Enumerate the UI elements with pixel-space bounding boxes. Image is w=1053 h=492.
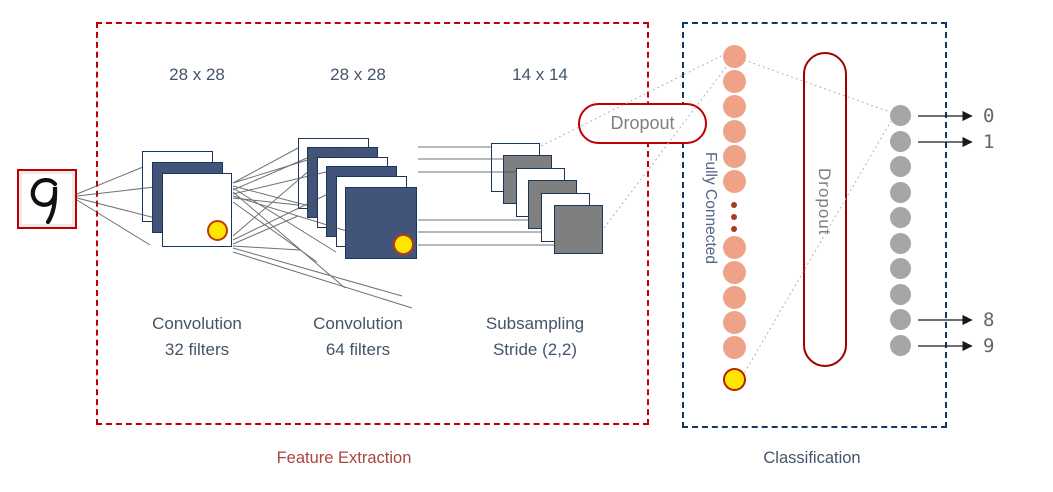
output-neuron-6 xyxy=(890,258,911,279)
pool-name-line2: Stride (2,2) xyxy=(492,339,578,359)
output-neuron-2 xyxy=(890,156,911,177)
fc-neuron xyxy=(723,70,746,93)
output-neuron-0 xyxy=(890,105,911,126)
dropout-pill-label: Dropout xyxy=(610,113,675,133)
output-label-8: 8 xyxy=(983,309,995,331)
conv2-name-line2: 64 filters xyxy=(325,339,391,359)
handwritten-9-glyph xyxy=(30,178,58,225)
fc-neuron xyxy=(723,120,746,143)
conv2-name-label: Convolution 64 filters xyxy=(278,311,438,362)
dropout-pill: Dropout xyxy=(578,103,707,144)
fc-neuron xyxy=(723,95,746,118)
dropout-capsule-label: Dropout xyxy=(815,168,834,236)
output-label-0: 0 xyxy=(983,105,995,127)
output-label-1: 1 xyxy=(983,131,995,153)
fc-ellipsis-dot xyxy=(731,202,737,208)
conv1-name-line1: Convolution xyxy=(152,314,242,333)
pool-name-line1: Subsampling xyxy=(485,314,585,333)
feature-extraction-caption: Feature Extraction xyxy=(276,449,412,467)
fc-neuron xyxy=(723,170,746,193)
conv2-name-line1: Convolution xyxy=(313,314,403,333)
conv1-bias-dot xyxy=(207,220,228,241)
output-neuron-8 xyxy=(890,309,911,330)
output-neuron-7 xyxy=(890,284,911,305)
input-digit-image xyxy=(17,169,77,229)
conv1-name-label: Convolution 32 filters xyxy=(117,311,277,362)
output-neuron-5 xyxy=(890,233,911,254)
pool-size-label: 14 x 14 xyxy=(512,65,568,84)
fc-neuron xyxy=(723,311,746,334)
fc-bias-neuron xyxy=(723,368,746,391)
fully-connected-label: Fully Connected xyxy=(702,152,719,265)
pool-name-label: Subsampling Stride (2,2) xyxy=(455,311,615,362)
output-neuron-3 xyxy=(890,182,911,203)
fc-neuron xyxy=(723,261,746,284)
conv2-size-label: 28 x 28 xyxy=(330,65,386,84)
conv1-size-label: 28 x 28 xyxy=(169,65,225,84)
fc-neuron xyxy=(723,286,746,309)
output-neuron-4 xyxy=(890,207,911,228)
conv1-map-front xyxy=(162,173,232,247)
fc-ellipsis-dot xyxy=(731,214,737,220)
output-neuron-9 xyxy=(890,335,911,356)
conv2-bias-dot xyxy=(393,234,414,255)
classification-caption: Classification xyxy=(763,449,861,467)
fc-neuron xyxy=(723,336,746,359)
fc-neuron xyxy=(723,236,746,259)
pool-map-front xyxy=(554,205,603,254)
fc-neuron xyxy=(723,45,746,68)
conv2-map-front xyxy=(345,187,417,259)
output-neuron-1 xyxy=(890,131,911,152)
fc-ellipsis-dot xyxy=(731,226,737,232)
fc-neuron xyxy=(723,145,746,168)
conv1-name-line2: 32 filters xyxy=(164,339,230,359)
output-label-9: 9 xyxy=(983,335,995,357)
